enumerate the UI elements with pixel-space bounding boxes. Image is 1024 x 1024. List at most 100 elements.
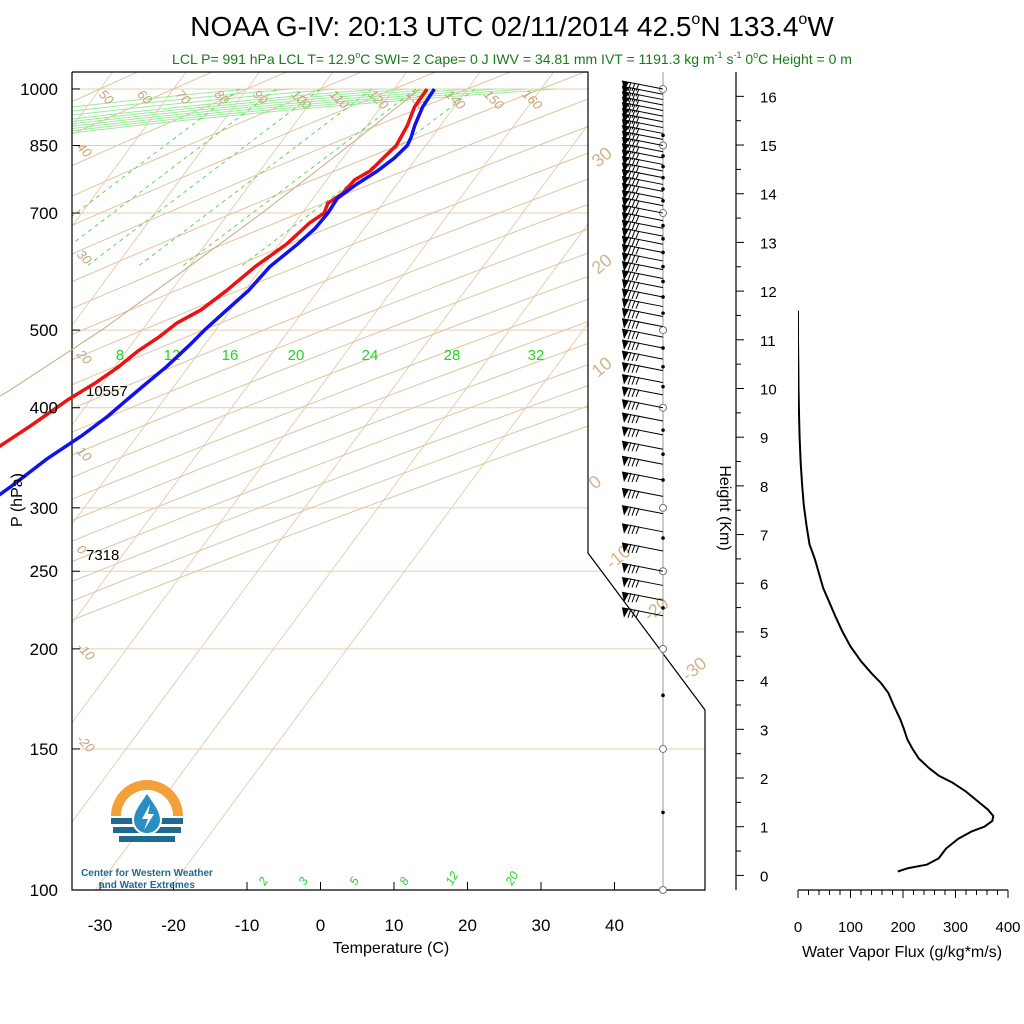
mixing-ratio-label: 2 [255, 874, 271, 888]
flux-tick-label: 400 [995, 919, 1020, 936]
staff-dot [661, 237, 665, 241]
wind-barb-shaft [621, 182, 664, 192]
wind-barb-shaft [621, 155, 664, 165]
moist-adiabat-label: 8 [116, 347, 124, 364]
subtitle-sup-2: -1 [715, 50, 723, 60]
wind-barb-shaft [621, 440, 664, 450]
wind-barb-feather [627, 253, 632, 264]
wind-barb-feather [631, 263, 636, 272]
wind-barb-shaft [621, 212, 664, 222]
wind-barb-feather [627, 87, 632, 97]
wind-barb-shaft [621, 542, 664, 552]
wind-barb-feather [635, 158, 640, 167]
temperature-line [0, 88, 436, 497]
skewt-frame [71, 71, 706, 891]
wind-barb-shaft [621, 455, 664, 465]
wind-barb-feather [635, 83, 640, 92]
isotherm-line [72, 72, 566, 890]
staff-open-circle [659, 503, 667, 512]
wind-barb-shaft [621, 96, 664, 106]
wind-barb-feather [627, 506, 632, 516]
mixing-ratio-line [72, 88, 277, 268]
wind-barb-pennant [622, 228, 629, 239]
wind-barb-feather [631, 442, 636, 452]
wind-barb-feather [627, 375, 632, 385]
flux-tick-label: 100 [838, 919, 863, 936]
wind-barb-feather [627, 97, 632, 108]
wind-barb-shaft [621, 471, 664, 481]
wind-barb-feather [631, 352, 636, 362]
wind-barb-pennant [622, 577, 629, 588]
dry-adiabat-line [72, 72, 401, 890]
y-axis-label: P (hPa) [9, 473, 26, 527]
wind-barb-pennant [622, 270, 629, 281]
wind-barb-feather [627, 120, 632, 130]
isotherm-label-right: 10 [588, 353, 616, 381]
height-tick-label: 1 [760, 820, 768, 837]
wind-barb-feather [631, 214, 636, 223]
moist-adiabat-label: 32 [528, 347, 545, 364]
x-tick-label: -10 [235, 916, 260, 935]
title-deg-1: o [691, 11, 700, 28]
subtitle-sup-3: -1 [733, 50, 741, 60]
wind-barb-feather [635, 508, 640, 516]
height-tick-label: 3 [760, 722, 768, 739]
wind-barb-feather [627, 400, 632, 410]
mixing-ratio-label: 20 [502, 869, 521, 889]
wind-barb-shaft [621, 169, 664, 179]
isotherm-line [141, 72, 705, 890]
wind-barb-feather [631, 457, 636, 467]
x-tick-label: 10 [385, 916, 404, 935]
wind-barb-pennant [622, 374, 629, 385]
wind-barb-feather [635, 594, 640, 603]
wind-barb-shaft [621, 85, 664, 95]
wind-barb-feather [627, 442, 632, 452]
moist-adiabat-label: 16 [222, 347, 239, 364]
y-tick-label: 150 [30, 740, 58, 759]
wind-barb-shaft [621, 124, 664, 134]
wind-barb-feather [631, 229, 636, 239]
wind-barb-shaft [621, 487, 664, 497]
height-tick-label: 4 [760, 674, 768, 691]
x-tick-label: 0 [316, 916, 325, 935]
wind-barb-feather [631, 401, 636, 410]
wind-barb-pennant [622, 279, 629, 290]
wind-barb-feather [635, 246, 640, 255]
wind-barb-shaft [621, 362, 664, 372]
dry-adiabat-line [72, 72, 705, 890]
mixing-ratio-label: 8 [396, 874, 412, 887]
wind-barb-shaft [621, 339, 664, 349]
isotherm-label-right: 20 [588, 250, 616, 278]
dry-adiabat-line [72, 72, 705, 890]
wind-barb-shaft [621, 149, 664, 159]
height-tick-label: 13 [760, 235, 777, 252]
dry-adiabat-line [72, 72, 705, 890]
height-label: 10557 [86, 383, 128, 400]
dry-adiabat-line [72, 72, 326, 890]
dry-adiabat-line [72, 72, 705, 890]
isotherm-label: 40 [74, 140, 95, 161]
staff-open-circle [659, 326, 667, 335]
wind-barb-feather [635, 291, 640, 300]
height-tick-label: 7 [760, 528, 768, 545]
title-part-2: N 133.4 [700, 11, 798, 42]
dry-adiabat-line [72, 72, 552, 890]
x-tick-label: 20 [458, 916, 477, 935]
wind-barb-feather [627, 280, 632, 290]
wind-barb-feather [627, 524, 632, 534]
wind-barb-feather [635, 342, 640, 351]
wind-barb-feather [631, 473, 636, 483]
staff-dot [661, 384, 665, 389]
wind-barb-feather [635, 300, 640, 309]
staff-dot [661, 536, 665, 540]
wind-barb-pennant [622, 288, 629, 299]
wind-barb-feather [635, 610, 640, 618]
staff-dot [661, 187, 665, 191]
staff-open-circle [659, 644, 667, 653]
wind-barb-feather [635, 415, 640, 424]
wind-barb-pennant [622, 244, 629, 255]
wind-barb-shaft [621, 298, 664, 308]
mixing-ratio-line [181, 88, 417, 268]
flux-tick-label: 200 [890, 919, 915, 936]
height-label: 7318 [86, 547, 119, 564]
